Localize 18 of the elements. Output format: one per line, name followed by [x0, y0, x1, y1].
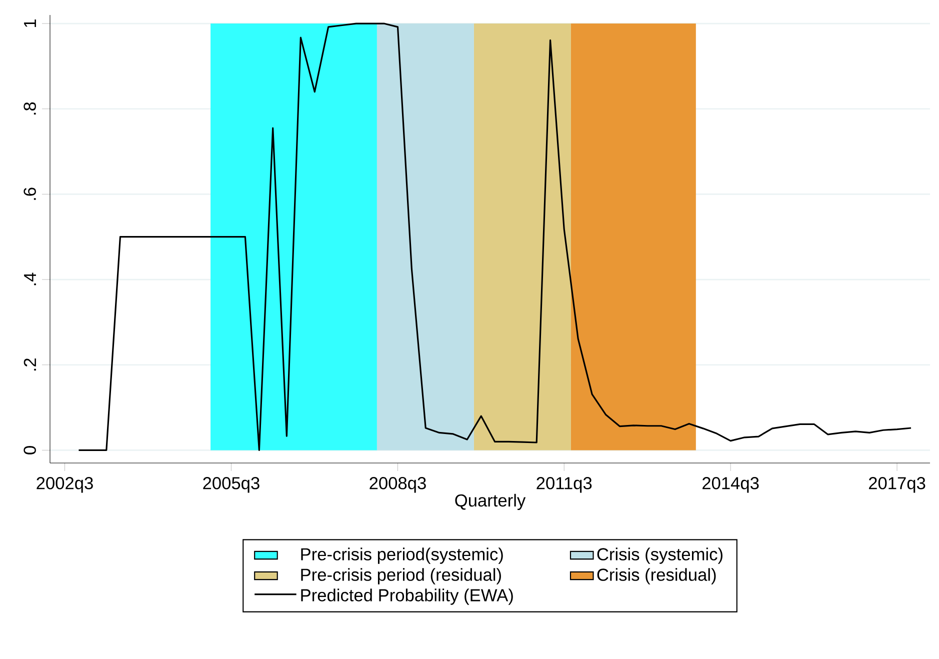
x-tick-label: 2008q3 [370, 477, 426, 493]
y-tick-label: .2 [24, 358, 36, 370]
x-tick-label: 2002q3 [36, 477, 93, 493]
x-tick-label: 2005q3 [203, 477, 260, 493]
x-tick-label: 2011q3 [536, 477, 592, 493]
legend-label: Predicted Probability (EWA) [301, 588, 513, 605]
y-tick-label: .4 [24, 272, 36, 286]
x-tick-label: 2014q3 [702, 477, 759, 493]
x-axis-title: Quarterly [455, 494, 526, 510]
y-tick-label: 0 [24, 446, 36, 454]
x-tick-label: 2017q3 [868, 477, 926, 493]
y-tick-label: 1 [24, 20, 36, 28]
legend-label: Pre-crisis period (residual) [301, 568, 501, 584]
y-tick-label: .6 [24, 188, 36, 200]
legend-label: Crisis (systemic) [597, 548, 722, 564]
y-tick-label: .8 [24, 102, 36, 114]
legend-label: Pre-crisis period(systemic) [301, 548, 503, 564]
legend-label: Crisis (residual) [597, 568, 716, 584]
